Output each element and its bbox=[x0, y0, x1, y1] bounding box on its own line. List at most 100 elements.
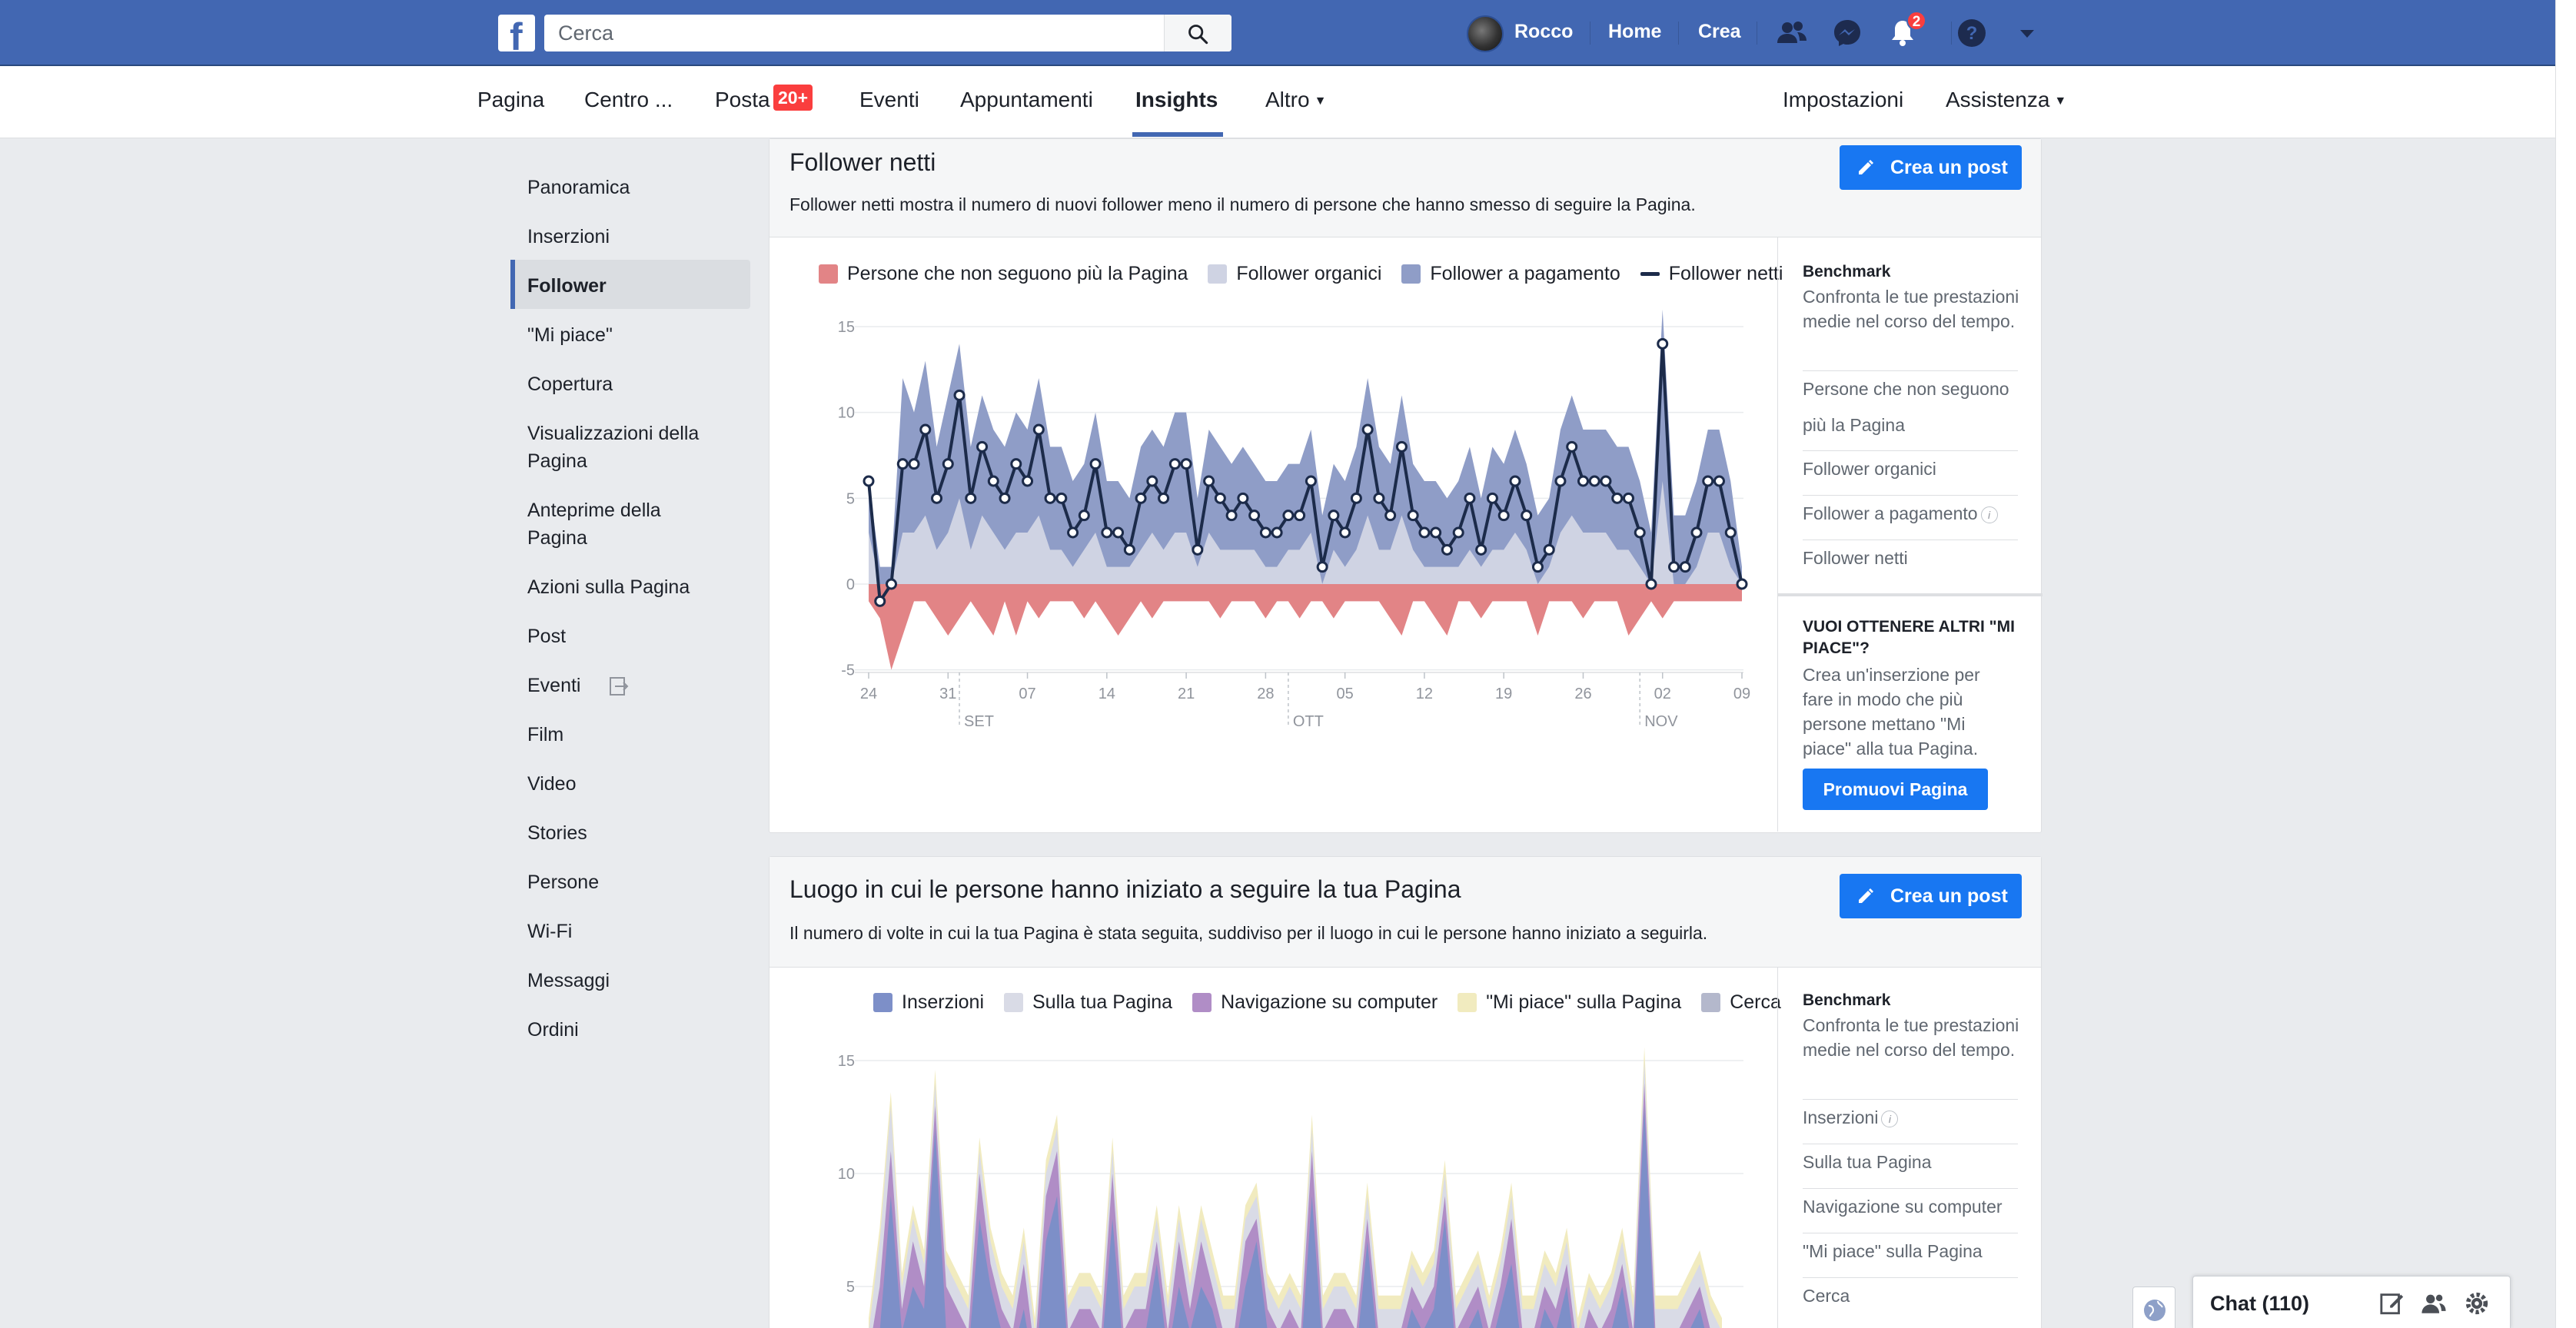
net-followers-point bbox=[1158, 492, 1170, 504]
user-name-link[interactable]: Rocco bbox=[1514, 21, 1574, 42]
legend-item[interactable]: Follower netti bbox=[1640, 263, 1783, 285]
facebook-logo-icon[interactable]: f bbox=[498, 15, 535, 56]
info-icon[interactable]: i bbox=[1980, 506, 1998, 523]
legend-item[interactable]: Inserzioni bbox=[873, 991, 984, 1014]
net-followers-point bbox=[1497, 510, 1510, 522]
sidebar-item-ordini[interactable]: Ordini bbox=[527, 1019, 579, 1041]
benchmark-link-page-likes[interactable]: "Mi piace" sulla Pagina bbox=[1803, 1233, 2018, 1269]
globe-icon[interactable] bbox=[2132, 1286, 2175, 1328]
tab-altro-label: Altro bbox=[1265, 88, 1310, 111]
benchmark-link-net[interactable]: Follower netti bbox=[1803, 540, 2018, 576]
benchmark-link-search[interactable]: Cerca bbox=[1803, 1277, 2018, 1313]
account-menu-chevron-down-icon[interactable] bbox=[2009, 15, 2045, 51]
friend-requests-icon[interactable] bbox=[1774, 15, 1810, 51]
sidebar-item-anteprime[interactable]: Anteprime della Pagina bbox=[527, 500, 661, 549]
sidebar-item-video[interactable]: Video bbox=[527, 773, 577, 795]
home-link[interactable]: Home bbox=[1608, 21, 1662, 42]
tab-pagina[interactable]: Pagina bbox=[477, 88, 545, 111]
sidebar-item-stories[interactable]: Stories bbox=[527, 822, 587, 844]
sidebar-item-persone[interactable]: Persone bbox=[527, 872, 600, 893]
compose-icon[interactable] bbox=[2379, 1290, 2405, 1316]
card-description: Follower netti mostra il numero di nuovi… bbox=[789, 194, 1696, 214]
legend-item[interactable]: Navigazione su computer bbox=[1192, 991, 1438, 1014]
net-followers-point bbox=[1168, 458, 1181, 470]
net-followers-point bbox=[1101, 526, 1113, 539]
net-followers-point bbox=[1078, 510, 1090, 522]
net-followers-point bbox=[874, 595, 886, 607]
create-post-button[interactable]: Crea un post bbox=[1840, 145, 2022, 190]
net-followers-point bbox=[1022, 475, 1034, 487]
x-tick-label: 26 bbox=[1574, 686, 1591, 702]
tab-eventi[interactable]: Eventi bbox=[859, 88, 919, 111]
sidebar-item-inserzioni[interactable]: Inserzioni bbox=[527, 226, 610, 247]
net-followers-point bbox=[1305, 475, 1317, 487]
legend-item[interactable]: Persone che non seguono più la Pagina bbox=[819, 263, 1188, 285]
topbar-divider bbox=[1951, 22, 1952, 45]
net-followers-point bbox=[999, 492, 1011, 504]
legend-item[interactable]: Cerca bbox=[1701, 991, 1781, 1014]
net-followers-point bbox=[1044, 492, 1056, 504]
net-followers-point bbox=[886, 578, 898, 590]
benchmark-link-unfollow[interactable]: Persone che non seguono più la Pagina bbox=[1803, 370, 2018, 443]
tab-appuntamenti[interactable]: Appuntamenti bbox=[960, 88, 1093, 111]
net-followers-point bbox=[1055, 492, 1068, 504]
benchmark-link-on-page[interactable]: Sulla tua Pagina bbox=[1803, 1144, 2018, 1180]
follow-source-card: Luogo in cui le persone hanno iniziato a… bbox=[769, 856, 2042, 1328]
messenger-icon[interactable] bbox=[1830, 15, 1865, 51]
search-input[interactable] bbox=[558, 15, 1158, 51]
net-followers-point bbox=[1339, 526, 1351, 539]
tab-impostazioni[interactable]: Impostazioni bbox=[1783, 88, 1904, 111]
net-followers-point bbox=[1067, 526, 1079, 539]
benchmark-text: Confronta le tue prestazioni medie nel c… bbox=[1803, 287, 2019, 331]
sidebar-item-film[interactable]: Film bbox=[527, 724, 564, 745]
tab-posta[interactable]: Posta bbox=[715, 88, 770, 111]
tab-altro[interactable]: Altro ▼ bbox=[1265, 88, 1326, 112]
help-icon[interactable]: ? bbox=[1954, 15, 1989, 51]
benchmark-link-ads[interactable]: Inserzioni i bbox=[1803, 1099, 2018, 1135]
sidebar-item-panoramica[interactable]: Panoramica bbox=[527, 177, 630, 198]
legend-label: Follower netti bbox=[1668, 263, 1783, 284]
sidebar-item-mi-piace[interactable]: "Mi piace" bbox=[527, 324, 613, 346]
card-header: Follower netti Follower netti mostra il … bbox=[769, 139, 2041, 237]
sidebar-item-follower[interactable]: Follower bbox=[527, 275, 607, 297]
tab-insights[interactable]: Insights bbox=[1135, 88, 1218, 111]
sidebar-item-visualizzazioni[interactable]: Visualizzazioni della Pagina bbox=[527, 423, 700, 472]
sidebar-item-azioni[interactable]: Azioni sulla Pagina bbox=[527, 576, 690, 598]
benchmark-link-desktop[interactable]: Navigazione su computer bbox=[1803, 1188, 2018, 1224]
external-link-icon[interactable] bbox=[607, 675, 630, 698]
sidebar-item-post[interactable]: Post bbox=[527, 626, 567, 647]
follow-source-chart: 15 10 5 bbox=[838, 1047, 1743, 1328]
create-post-button[interactable]: Crea un post bbox=[1840, 874, 2022, 918]
sidebar-item-messaggi[interactable]: Messaggi bbox=[527, 970, 610, 991]
settings-gear-icon[interactable] bbox=[2464, 1290, 2490, 1316]
legend-item[interactable]: Follower organici bbox=[1208, 263, 1381, 285]
benchmark-link-organic[interactable]: Follower organici bbox=[1803, 450, 2018, 486]
benchmark-title: Benchmark bbox=[1803, 263, 1891, 281]
create-link[interactable]: Crea bbox=[1698, 21, 1741, 42]
area-unfollows bbox=[869, 584, 1742, 670]
notifications-badge: 2 bbox=[1906, 11, 1926, 31]
sidebar-item-wifi[interactable]: Wi-Fi bbox=[527, 921, 573, 942]
area-organic-followers bbox=[869, 481, 1742, 584]
window-scrollbar[interactable] bbox=[2555, 0, 2576, 1328]
x-tick-label: 07 bbox=[1019, 686, 1035, 702]
promote-page-button[interactable]: Promuovi Pagina bbox=[1803, 769, 1988, 810]
net-followers-point bbox=[1135, 492, 1147, 504]
tab-assistenza[interactable]: Assistenza ▼ bbox=[1946, 88, 2066, 112]
legend-item[interactable]: "Mi piace" sulla Pagina bbox=[1458, 991, 1681, 1014]
search-button[interactable] bbox=[1164, 15, 1231, 51]
net-followers-point bbox=[1634, 526, 1646, 539]
sidebar-item-copertura[interactable]: Copertura bbox=[527, 374, 613, 395]
y-tick-label: 15 bbox=[838, 319, 855, 336]
tab-centro[interactable]: Centro ... bbox=[584, 88, 673, 111]
user-avatar[interactable] bbox=[1467, 15, 1504, 52]
legend-swatch bbox=[873, 993, 892, 1012]
benchmark-link-paid[interactable]: Follower a pagamento i bbox=[1803, 495, 2018, 531]
sidebar-item-eventi[interactable]: Eventi bbox=[527, 675, 581, 696]
legend-item[interactable]: Follower a pagamento bbox=[1401, 263, 1620, 285]
info-icon[interactable]: i bbox=[1881, 1110, 1899, 1127]
contacts-icon[interactable] bbox=[2421, 1290, 2447, 1316]
chat-bar[interactable]: Chat (110) bbox=[2192, 1276, 2511, 1328]
legend-item[interactable]: Sulla tua Pagina bbox=[1004, 991, 1172, 1014]
benchmark-text: Confronta le tue prestazioni medie nel c… bbox=[1803, 1015, 2019, 1060]
